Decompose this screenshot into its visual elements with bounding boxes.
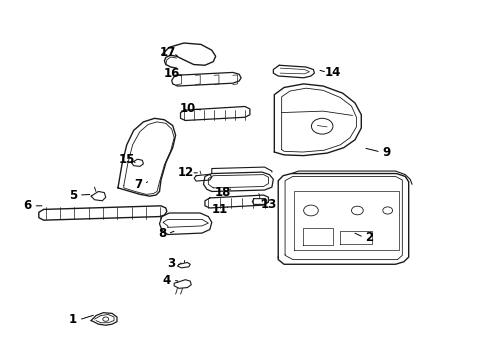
Text: 12: 12	[177, 166, 194, 179]
Text: 5: 5	[69, 189, 77, 202]
Text: 8: 8	[158, 227, 166, 240]
Text: 14: 14	[325, 66, 341, 79]
Text: 16: 16	[164, 67, 180, 80]
Text: 11: 11	[212, 203, 228, 216]
Text: 15: 15	[119, 153, 135, 166]
Text: 3: 3	[168, 257, 176, 270]
Text: 10: 10	[179, 103, 196, 116]
Text: 2: 2	[366, 231, 374, 244]
Text: 1: 1	[69, 313, 77, 327]
Text: 6: 6	[24, 199, 32, 212]
Text: 7: 7	[134, 178, 143, 191]
Text: 13: 13	[260, 198, 276, 211]
Text: 9: 9	[383, 145, 391, 158]
Text: 4: 4	[163, 274, 171, 287]
Text: 17: 17	[160, 46, 176, 59]
Text: 18: 18	[215, 186, 231, 199]
